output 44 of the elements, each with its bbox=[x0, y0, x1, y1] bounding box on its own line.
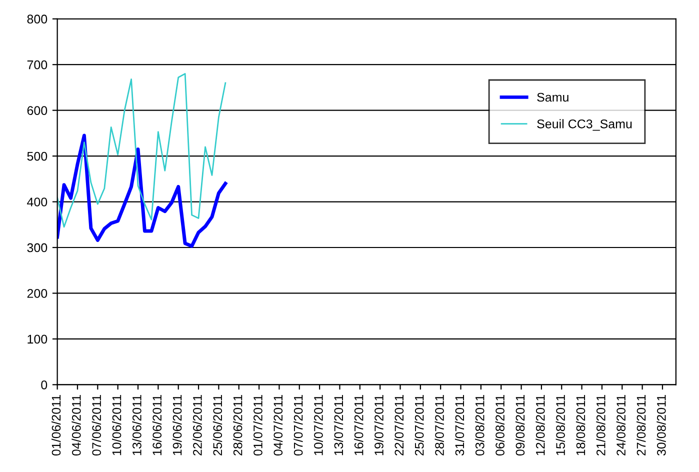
x-tick-label: 15/08/2011 bbox=[556, 395, 565, 456]
x-tick-label: 22/06/2011 bbox=[192, 395, 202, 456]
y-tick-label: 800 bbox=[27, 14, 48, 24]
x-tick-label: 09/08/2011 bbox=[515, 395, 525, 456]
x-tick-label: 22/07/2011 bbox=[394, 395, 404, 456]
x-tick-label: 01/06/2011 bbox=[51, 395, 61, 456]
x-tick-label: 28/06/2011 bbox=[233, 395, 242, 456]
x-tick-label: 12/08/2011 bbox=[536, 395, 545, 456]
x-tick-label: 19/07/2011 bbox=[374, 395, 384, 456]
y-tick-label: 200 bbox=[27, 289, 48, 298]
x-tick-label: 27/08/2011 bbox=[636, 395, 646, 456]
x-tick-label: 06/08/2011 bbox=[495, 395, 504, 456]
x-tick-label: 01/07/2011 bbox=[253, 395, 262, 456]
y-tick-label: 400 bbox=[27, 198, 48, 206]
y-tick-label: 500 bbox=[27, 152, 48, 161]
x-tick-label: 18/08/2011 bbox=[576, 395, 586, 456]
x-tick-label: 13/07/2011 bbox=[334, 395, 344, 456]
y-tick-label: 0 bbox=[41, 380, 48, 390]
x-tick-label: 07/07/2011 bbox=[294, 395, 303, 456]
x-tick-label: 13/06/2011 bbox=[132, 395, 142, 456]
y-tick-label: 700 bbox=[27, 60, 48, 70]
line-series bbox=[57, 73, 226, 228]
x-tick-label: 07/06/2011 bbox=[92, 395, 102, 456]
x-tick-label: 16/07/2011 bbox=[354, 395, 364, 456]
y-tick-label: 600 bbox=[27, 106, 48, 115]
x-tick-label: 16/06/2011 bbox=[152, 395, 162, 456]
x-tick-label: 24/08/2011 bbox=[616, 395, 626, 456]
x-tick-label: 30/08/2011 bbox=[656, 395, 666, 456]
legend-label: Samu bbox=[537, 92, 568, 102]
x-tick-label: 10/06/2011 bbox=[112, 395, 122, 456]
x-tick-label: 19/06/2011 bbox=[172, 395, 182, 456]
x-tick-label: 03/08/2011 bbox=[475, 395, 484, 456]
x-tick-label: 04/06/2011 bbox=[72, 395, 81, 456]
legend-label: Seuil CC3_Samu bbox=[537, 119, 632, 131]
x-tick-label: 28/07/2011 bbox=[434, 395, 444, 456]
x-tick-label: 04/07/2011 bbox=[273, 395, 283, 456]
x-tick-label: 25/06/2011 bbox=[212, 395, 222, 456]
x-tick-label: 31/07/2011 bbox=[454, 395, 464, 456]
line-series bbox=[57, 134, 228, 248]
x-tick-label: 10/07/2011 bbox=[314, 395, 323, 456]
y-tick-label: 300 bbox=[27, 243, 48, 252]
y-tick-label: 100 bbox=[28, 334, 48, 344]
x-tick-label: 21/08/2011 bbox=[596, 395, 606, 456]
x-tick-label: 25/07/2011 bbox=[414, 395, 424, 456]
